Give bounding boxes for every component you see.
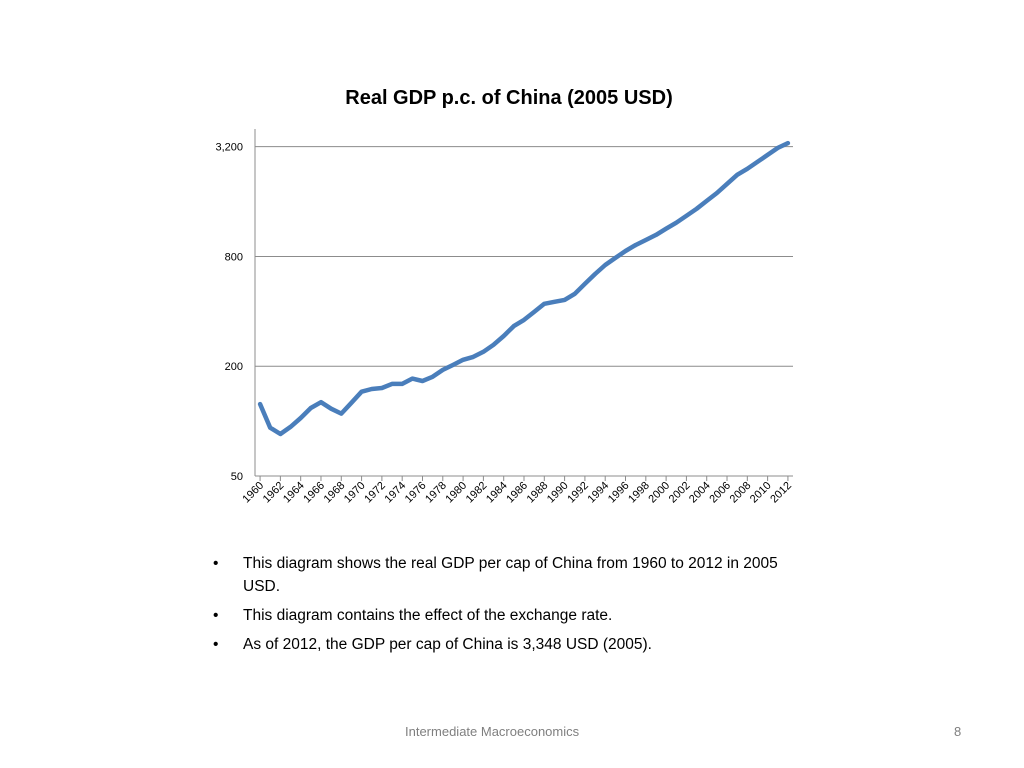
x-tick-label: 1976 <box>403 480 429 506</box>
x-tick-label: 1972 <box>362 480 388 506</box>
x-tick-label: 1980 <box>443 480 469 506</box>
x-tick-label: 2008 <box>728 480 754 506</box>
page-number: 8 <box>954 724 962 739</box>
y-tick-label: 3,200 <box>215 142 243 154</box>
x-tick-label: 1978 <box>423 480 449 506</box>
bullet: This diagram shows the real GDP per cap … <box>213 552 813 598</box>
x-tick-label: 2010 <box>748 480 774 506</box>
x-tick-label: 1992 <box>565 480 591 506</box>
x-tick-label: 2004 <box>687 480 713 506</box>
x-tick-label: 1970 <box>342 480 368 506</box>
x-tick-label: 1968 <box>322 480 348 506</box>
x-tick-label: 1984 <box>484 480 510 506</box>
chart-title: Real GDP p.c. of China (2005 USD) <box>345 87 673 109</box>
y-tick-label: 50 <box>231 471 243 483</box>
x-tick-label: 1988 <box>525 480 551 506</box>
y-tick-label: 800 <box>225 251 243 263</box>
x-tick-label: 1964 <box>281 480 307 506</box>
footer-text: Intermediate Macroeconomics <box>405 724 580 739</box>
x-tick-label: 2000 <box>646 480 672 506</box>
x-tick-label: 1996 <box>606 480 632 506</box>
bullet: As of 2012, the GDP per cap of China is … <box>213 633 813 656</box>
x-tick-label: 1998 <box>626 480 652 506</box>
x-tick-label: 1990 <box>545 480 571 506</box>
x-tick-label: 1966 <box>301 480 327 506</box>
x-tick-label: 1962 <box>261 480 287 506</box>
x-tick-label: 1994 <box>586 480 612 506</box>
x-tick-label: 1974 <box>383 480 409 506</box>
x-tick-label: 2002 <box>667 480 693 506</box>
x-tick-label: 1982 <box>464 480 490 506</box>
bullet: This diagram contains the effect of the … <box>213 604 813 627</box>
y-tick-label: 200 <box>225 361 243 373</box>
x-tick-label: 1960 <box>240 480 266 506</box>
x-tick-label: 1986 <box>504 480 530 506</box>
bullet-list: This diagram shows the real GDP per cap … <box>213 552 813 662</box>
x-tick-label: 2006 <box>707 480 733 506</box>
x-tick-label: 2012 <box>768 480 794 506</box>
line-series <box>257 140 791 437</box>
